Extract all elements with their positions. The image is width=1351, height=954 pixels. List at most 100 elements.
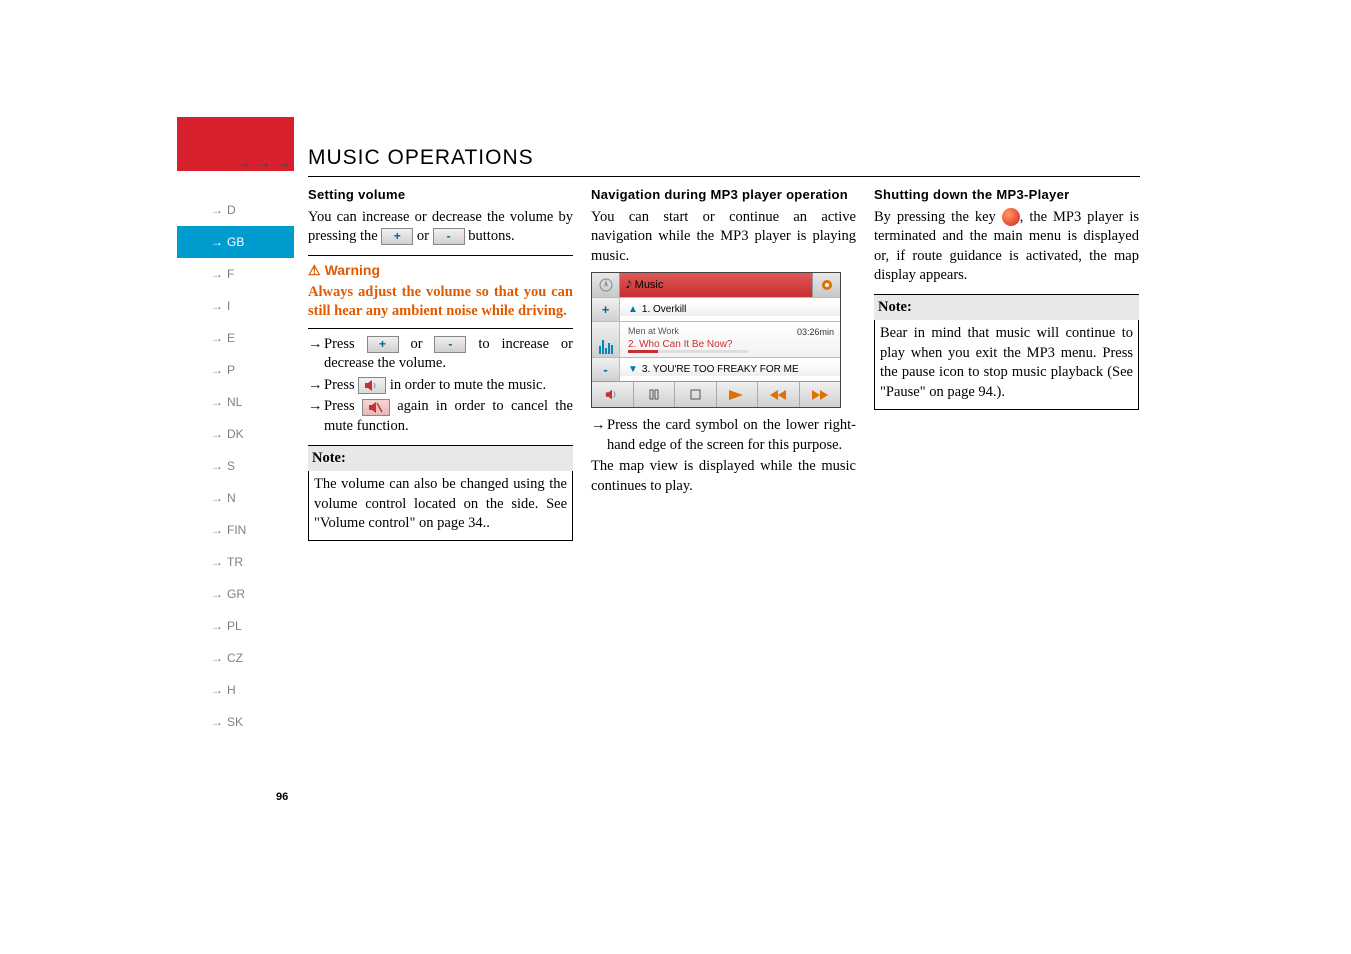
sidebar-item-e[interactable]: →E bbox=[177, 322, 294, 354]
arrow-icon: → bbox=[591, 416, 607, 455]
warning-label: Warning bbox=[325, 262, 380, 278]
speaker-button[interactable] bbox=[592, 382, 634, 407]
arrow-icon: → bbox=[211, 299, 223, 313]
settings-icon[interactable] bbox=[812, 273, 840, 297]
arrow-icon: → bbox=[211, 395, 223, 409]
up-triangle-icon: ▲ bbox=[628, 303, 638, 317]
sidebar-item-dk[interactable]: → DK bbox=[177, 418, 294, 450]
bullet-1: → Press + or - to increase or decrease t… bbox=[308, 335, 573, 374]
mp3-now-playing: Men at Work 2. Who Can It Be Now? 03:26m… bbox=[592, 321, 840, 357]
text: or bbox=[417, 228, 433, 244]
sidebar-label: FIN bbox=[227, 523, 246, 537]
arrow-icon: → bbox=[308, 376, 324, 396]
arrow-icon: → bbox=[211, 523, 223, 537]
play-button[interactable] bbox=[717, 382, 759, 407]
warning-body: Always adjust the volume so that you can… bbox=[308, 283, 573, 329]
music-note-icon: 𝅘𝅥𝅮 bbox=[626, 278, 632, 293]
arrow-icon: → bbox=[211, 235, 223, 249]
sidebar-item-i[interactable]: →I bbox=[177, 290, 294, 322]
minus-side-button[interactable]: - bbox=[592, 358, 620, 381]
plus-side-button[interactable]: + bbox=[592, 298, 620, 321]
note-body: The volume can also be changed using the… bbox=[308, 471, 573, 541]
language-sidebar: →D→GB→F→I→E→P→NL→DK→S→N→FIN→TR→GR→PL→CZ→… bbox=[177, 194, 294, 738]
sidebar-label: D bbox=[227, 203, 236, 217]
next-track[interactable]: ▼ 3. YOU'RE TOO FREAKY FOR ME bbox=[620, 363, 840, 377]
heading-setting-volume: Setting volume bbox=[308, 186, 573, 204]
sidebar-item-s[interactable]: →S bbox=[177, 450, 294, 482]
para-nav: You can start or continue an active navi… bbox=[591, 208, 856, 267]
sidebar-item-f[interactable]: →F bbox=[177, 258, 294, 290]
sidebar-label: I bbox=[227, 299, 230, 313]
sidebar-label: NL bbox=[227, 395, 242, 409]
warning-triangle-icon: ⚠ bbox=[308, 261, 321, 280]
content-columns: Setting volume You can increase or decre… bbox=[308, 186, 1140, 541]
sidebar-label: E bbox=[227, 331, 235, 345]
arrow-icon: → bbox=[211, 491, 223, 505]
bullet-text: Press again in order to cancel the mute … bbox=[324, 397, 573, 436]
sidebar-item-gr[interactable]: → GR bbox=[177, 578, 294, 610]
note-header: Note: bbox=[874, 294, 1139, 321]
arrow-icon: → bbox=[211, 267, 223, 281]
unmute-icon[interactable] bbox=[362, 399, 390, 416]
sidebar-label: PL bbox=[227, 619, 242, 633]
down-triangle-icon: ▼ bbox=[628, 363, 638, 377]
mp3-title: 𝅘𝅥𝅮 Music bbox=[620, 273, 812, 297]
sidebar-label: S bbox=[227, 459, 235, 473]
column-2: Navigation during MP3 player operation Y… bbox=[591, 186, 856, 541]
equalizer-icon[interactable] bbox=[592, 322, 620, 357]
plus-button[interactable]: + bbox=[367, 336, 399, 353]
progress-bar[interactable] bbox=[628, 350, 748, 353]
arrow-icon: → bbox=[211, 715, 223, 729]
sidebar-label: P bbox=[227, 363, 235, 377]
warning-header: ⚠Warning bbox=[308, 255, 573, 280]
now-playing-panel: Men at Work 2. Who Can It Be Now? 03:26m… bbox=[620, 322, 840, 357]
text: buttons. bbox=[468, 228, 514, 244]
pause-button[interactable] bbox=[634, 382, 676, 407]
mute-icon[interactable] bbox=[358, 377, 386, 394]
heading-shutdown: Shutting down the MP3-Player bbox=[874, 186, 1139, 204]
arrow-icon: → bbox=[211, 651, 223, 665]
track-time: 03:26min bbox=[797, 326, 834, 338]
sidebar-label: SK bbox=[227, 715, 243, 729]
column-3: Shutting down the MP3-Player By pressing… bbox=[874, 186, 1139, 541]
rewind-button[interactable] bbox=[758, 382, 800, 407]
sidebar-item-p[interactable]: →P bbox=[177, 354, 294, 386]
arrow-icon: → bbox=[308, 335, 324, 374]
bullet-text: Press + or - to increase or decrease the… bbox=[324, 335, 573, 374]
stop-button[interactable] bbox=[675, 382, 717, 407]
back-key-icon[interactable] bbox=[1002, 208, 1020, 226]
sidebar-item-n[interactable]: →N bbox=[177, 482, 294, 514]
arrow-icon: → bbox=[211, 587, 223, 601]
arrow-icon: → bbox=[211, 427, 223, 441]
sidebar-item-h[interactable]: →H bbox=[177, 674, 294, 706]
note-header: Note: bbox=[308, 445, 573, 472]
compass-icon[interactable] bbox=[592, 273, 620, 297]
para-shutdown: By pressing the key , the MP3 player is … bbox=[874, 208, 1139, 286]
para-nav-end: The map view is displayed while the musi… bbox=[591, 457, 856, 496]
sidebar-item-pl[interactable]: →PL bbox=[177, 610, 294, 642]
sidebar-item-d[interactable]: →D bbox=[177, 194, 294, 226]
para-intro: You can increase or decrease the volume … bbox=[308, 208, 573, 247]
sidebar-item-nl[interactable]: → NL bbox=[177, 386, 294, 418]
sidebar-label: TR bbox=[227, 555, 243, 569]
mp3-prev-track-row: + ▲ 1. Overkill bbox=[592, 297, 840, 321]
bullet-3: → Press again in order to cancel the mut… bbox=[308, 397, 573, 436]
prev-track[interactable]: ▲ 1. Overkill bbox=[620, 303, 840, 317]
bullet-2: → Press in order to mute the music. bbox=[308, 376, 573, 396]
arrow-icon: → bbox=[211, 683, 223, 697]
sidebar-item-tr[interactable]: → TR bbox=[177, 546, 294, 578]
sidebar-item-gb[interactable]: →GB bbox=[177, 226, 294, 258]
minus-button[interactable]: - bbox=[433, 228, 465, 245]
minus-button[interactable]: - bbox=[434, 336, 466, 353]
sidebar-label: GR bbox=[227, 587, 245, 601]
mp3-titlebar: 𝅘𝅥𝅮 Music bbox=[592, 273, 840, 297]
sidebar-label: DK bbox=[227, 427, 244, 441]
note-body: Bear in mind that music will continue to… bbox=[874, 320, 1139, 409]
sidebar-item-cz[interactable]: →CZ bbox=[177, 642, 294, 674]
sidebar-item-sk[interactable]: → SK bbox=[177, 706, 294, 738]
plus-button[interactable]: + bbox=[381, 228, 413, 245]
sidebar-item-fin[interactable]: → FIN bbox=[177, 514, 294, 546]
mp3-player-ui: 𝅘𝅥𝅮 Music + ▲ 1. Overkill Men a bbox=[591, 272, 841, 408]
arrow-icon: → bbox=[211, 555, 223, 569]
forward-button[interactable] bbox=[800, 382, 841, 407]
